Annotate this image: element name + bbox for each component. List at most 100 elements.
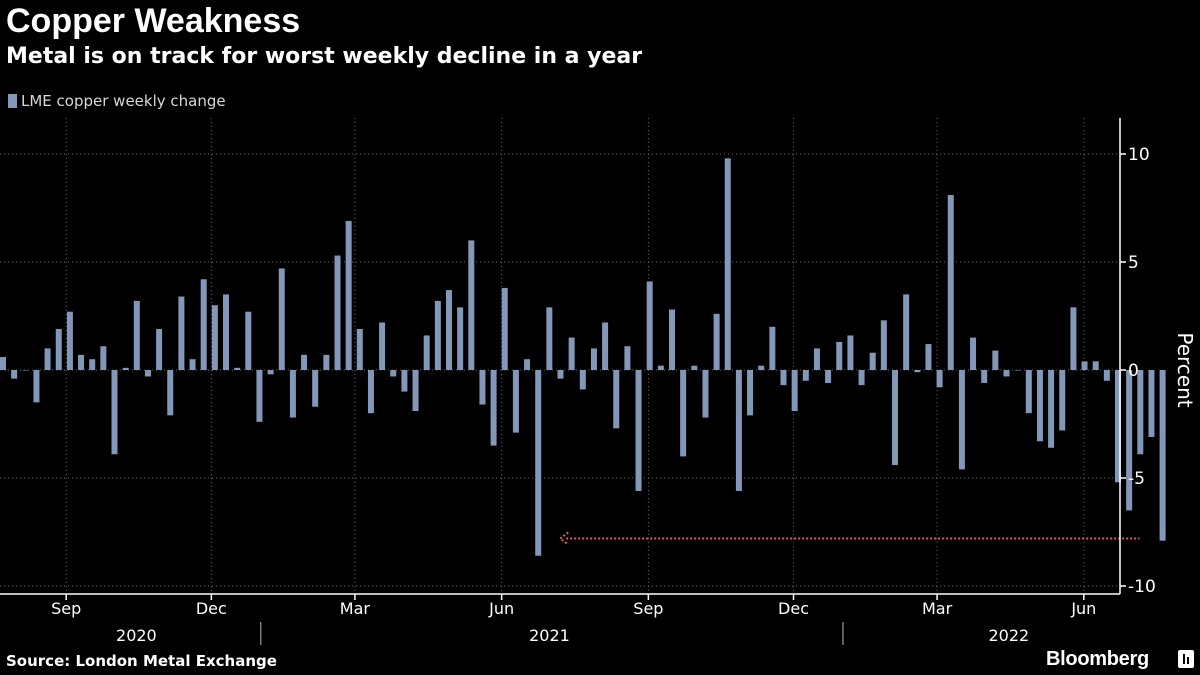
bar (669, 309, 675, 370)
bar (970, 337, 977, 370)
bar (11, 370, 18, 379)
bar (813, 348, 820, 370)
bar (903, 294, 910, 370)
bar (858, 370, 865, 386)
bloomberg-logo: Bloomberg (1046, 648, 1149, 670)
bar (379, 322, 386, 370)
bars (0, 158, 1166, 556)
bar (223, 294, 229, 370)
bar (724, 158, 731, 370)
bar (33, 370, 40, 403)
bar (312, 370, 319, 407)
bar (89, 359, 96, 370)
bar (1103, 370, 1110, 381)
bar (401, 370, 408, 392)
bar (512, 370, 519, 433)
bar (590, 348, 597, 370)
bar (1159, 370, 1166, 541)
y-tick-label: 5 (1128, 253, 1139, 273)
bar (1014, 370, 1021, 371)
bar (914, 370, 921, 373)
bar (156, 328, 163, 370)
bar (356, 328, 363, 370)
bar (457, 307, 464, 370)
bar (446, 290, 452, 370)
bar (323, 354, 330, 370)
bar (535, 370, 542, 556)
bar (635, 370, 642, 491)
legend-swatch (8, 94, 17, 108)
x-tick-label: Dec (196, 599, 227, 618)
bar (579, 370, 586, 390)
bar (546, 307, 553, 370)
bar (524, 359, 531, 370)
y-tick-label: -10 (1128, 577, 1156, 597)
bar (680, 370, 687, 457)
bar (1059, 370, 1066, 431)
bar (22, 370, 29, 371)
bar (1092, 361, 1099, 370)
bar (758, 365, 765, 370)
bar (490, 370, 497, 446)
bar (1148, 370, 1155, 437)
year-label: 2020 (116, 626, 157, 645)
bar (1137, 370, 1144, 455)
bar (780, 370, 787, 386)
x-tick-label: Dec (778, 599, 809, 618)
year-label: 2022 (988, 626, 1029, 645)
legend: LME copper weekly change (8, 92, 226, 110)
bar (334, 255, 341, 370)
bar (624, 346, 631, 370)
bar (267, 370, 274, 375)
bar (1025, 370, 1032, 414)
bar (0, 357, 6, 370)
bar (892, 370, 898, 466)
bar (167, 370, 174, 416)
bar (735, 370, 742, 491)
bar (802, 370, 809, 381)
x-tick-label: Mar (340, 599, 371, 618)
bloomberg-chart-icon (1178, 650, 1194, 668)
bar (1070, 307, 1077, 370)
bar (958, 370, 965, 470)
bar (602, 322, 609, 370)
bar (925, 344, 932, 370)
bar (301, 354, 308, 370)
bar (947, 195, 954, 370)
bar (289, 370, 296, 418)
bar (468, 240, 475, 370)
bar (122, 367, 129, 370)
bar (869, 352, 876, 370)
bar (1036, 370, 1043, 442)
bar (390, 370, 397, 377)
bar (133, 300, 140, 370)
bar (769, 326, 776, 370)
bar (981, 370, 988, 383)
chart-title: Copper Weakness (6, 2, 301, 40)
y-tick-label: 10 (1128, 145, 1150, 165)
bar (434, 300, 441, 370)
bar (278, 268, 285, 370)
bar (66, 311, 73, 370)
bar (613, 370, 620, 429)
bar (345, 220, 352, 370)
bar (836, 341, 843, 370)
bar (657, 365, 664, 370)
x-tick-label: Jun (1070, 599, 1096, 618)
annotation-arrow (558, 531, 1140, 546)
chart-subtitle: Metal is on track for worst weekly decli… (6, 44, 643, 69)
bar (880, 320, 887, 370)
bar (100, 346, 107, 370)
bar (646, 281, 653, 370)
x-tick-label: Sep (51, 599, 81, 618)
year-label: 2021 (529, 626, 570, 645)
legend-label: LME copper weekly change (21, 92, 226, 110)
bar (568, 337, 575, 370)
x-tick-label: Sep (633, 599, 663, 618)
bar (691, 365, 698, 370)
bar (200, 279, 207, 370)
bar (234, 367, 241, 370)
bar (1115, 370, 1121, 483)
bar (144, 370, 151, 377)
